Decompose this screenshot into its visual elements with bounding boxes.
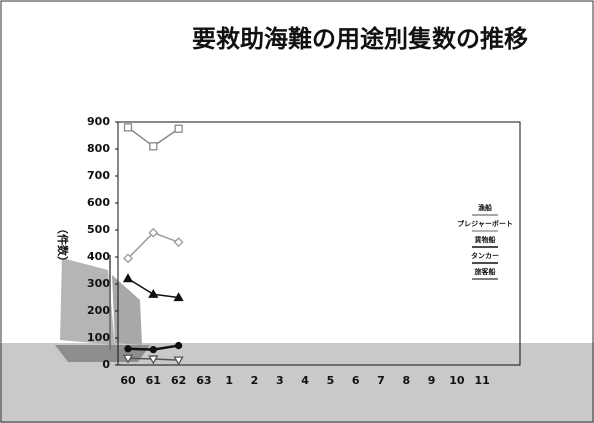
data-point xyxy=(149,345,157,354)
x-tick-label: 9 xyxy=(428,374,436,387)
data-point xyxy=(124,345,132,353)
x-tick-label: 1 xyxy=(225,374,233,387)
x-tick-label: 8 xyxy=(402,374,410,387)
plot-area xyxy=(117,121,521,366)
data-point xyxy=(174,124,183,133)
legend-label: プレジャーボート xyxy=(457,219,513,228)
y-tick-label: 500 xyxy=(87,223,110,236)
y-tick-label: 400 xyxy=(87,250,110,263)
data-point xyxy=(173,356,184,366)
y-tick-label: 800 xyxy=(87,142,110,155)
data-point xyxy=(123,123,133,132)
y-tick-label: 900 xyxy=(87,115,110,128)
x-tick-label: 10 xyxy=(449,374,465,387)
data-point xyxy=(173,292,184,302)
y-tick-label: 100 xyxy=(87,331,110,344)
x-tick-label: 63 xyxy=(196,374,211,387)
data-point xyxy=(174,341,183,350)
data-point xyxy=(123,253,133,264)
x-tick-label: 5 xyxy=(327,374,335,387)
x-tick-label: 3 xyxy=(276,374,284,387)
y-axis-label: （件数） xyxy=(56,223,70,267)
x-tick-label: 2 xyxy=(251,374,259,387)
data-point xyxy=(122,354,134,364)
y-tick-label: 0 xyxy=(102,358,110,371)
data-point xyxy=(122,273,134,283)
x-tick-label: 61 xyxy=(146,374,161,387)
data-point xyxy=(148,288,159,298)
y-tick-label: 200 xyxy=(87,304,110,317)
y-tick-label: 600 xyxy=(87,196,110,209)
x-tick-label: 7 xyxy=(377,374,385,387)
legend-label: 貨物船 xyxy=(475,235,496,244)
x-tick-label: 60 xyxy=(120,374,136,387)
data-point xyxy=(148,355,159,365)
legend-label: 旅客船 xyxy=(474,267,496,276)
x-tick-label: 6 xyxy=(352,374,360,387)
chart-title: 要救助海難の用途別隻数の推移 xyxy=(192,25,528,53)
x-tick-label: 11 xyxy=(475,374,490,387)
y-tick-label: 700 xyxy=(87,169,110,182)
data-point xyxy=(173,237,184,248)
x-tick-label: 4 xyxy=(301,374,309,387)
data-point xyxy=(148,227,159,238)
y-tick-label: 300 xyxy=(87,277,110,290)
data-point xyxy=(149,142,158,151)
legend-label: タンカー xyxy=(471,251,499,260)
legend-label: 漁船 xyxy=(478,203,492,212)
x-tick-label: 62 xyxy=(171,374,186,387)
